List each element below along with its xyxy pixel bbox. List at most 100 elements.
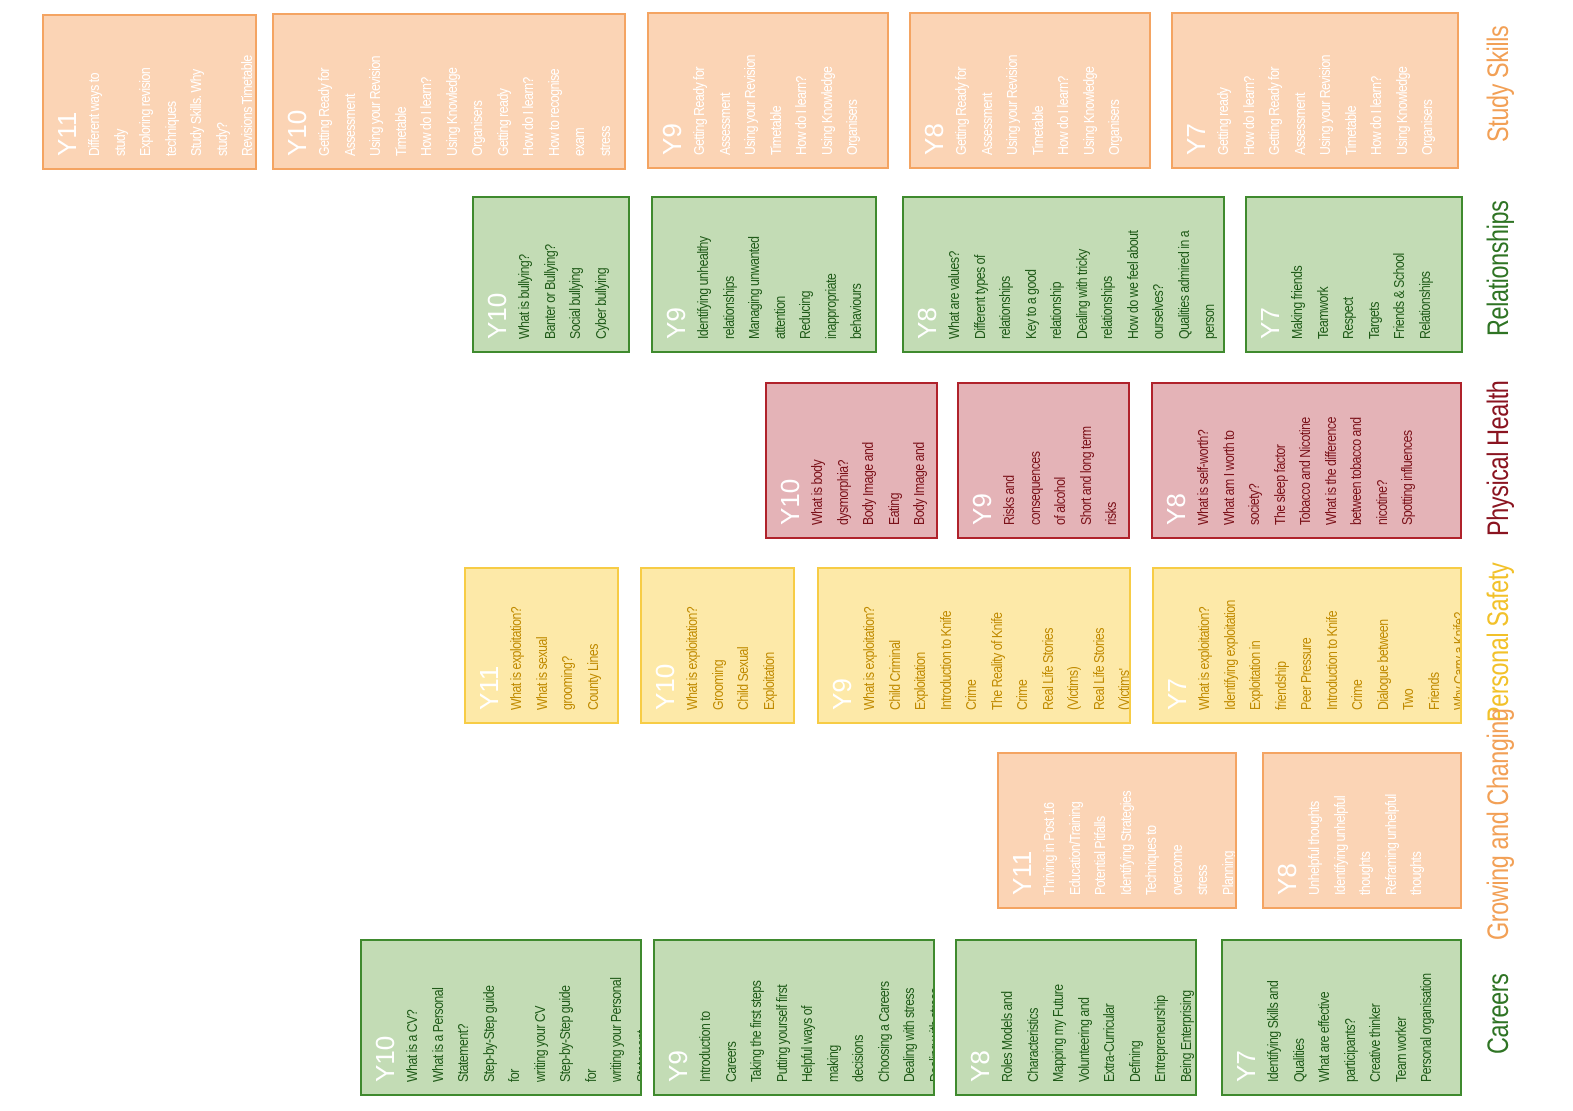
careers-heading: Careers	[1482, 973, 1515, 1054]
topic-item: Spotting influences	[1399, 430, 1416, 525]
topic-item: Dealing with exam stress	[622, 63, 626, 156]
study-skills-y8-card: Y8 Getting Ready for Assessment Using your…	[909, 12, 1151, 169]
topic-item: How do I learn?	[1240, 76, 1258, 155]
topic-item: How do I learn?	[520, 77, 537, 156]
topic-item: What is bullying?	[516, 254, 533, 339]
topic-item: Defining Entrepreneurship	[1126, 995, 1170, 1082]
topic-item: How do I learn?	[1055, 76, 1072, 155]
topic-item: Child Sexual Exploitation	[735, 646, 778, 710]
topic-item: Body Image and Eating	[860, 442, 903, 525]
topic-item: Step-by-Step guide for writing your CV	[480, 985, 549, 1082]
year-label: Y9	[661, 307, 691, 339]
topic-item: Using your Revision Timetable	[1004, 54, 1047, 155]
personal-safety-y10-card: Y10 What is exploitation? Grooming Child Se…	[640, 567, 795, 724]
relationships-y10-card: Y10 What is bullying? Banter or Bullying? S…	[472, 196, 630, 353]
topic-item: Friends & School Relationships	[1391, 253, 1434, 339]
topic-item: Using your Revision Timetable	[742, 54, 785, 155]
topic-item: Exploring revision techniques	[137, 67, 180, 156]
topic-item: Personal organisation	[1418, 973, 1435, 1082]
topic-item: Qualities admired in a person	[1175, 230, 1219, 339]
topic-item: Using Knowledge Organisers	[443, 67, 487, 156]
topic-item: What is exploitation?	[861, 606, 878, 710]
year-label: Y8	[1161, 493, 1191, 525]
topic-item: How do I learn?	[1368, 76, 1385, 155]
topic-item: Peer Pressure	[1298, 637, 1315, 710]
physical-health-y8-card: Y8 What is self-worth? What am I worth to …	[1151, 382, 1462, 539]
topic-item: What is exploitation?	[684, 606, 701, 710]
topic-list: What is exploitation? Child Criminal Expl…	[857, 575, 1129, 710]
personal-safety-y9-card: Y9 What is exploitation? Child Criminal Ex…	[817, 567, 1131, 724]
topic-item: Dealing with tricky relationships	[1073, 249, 1117, 339]
topic-item: What are effective participants?	[1316, 991, 1359, 1082]
growing-changing-y11-card: Y11 Thriving in Post 16 Education/Trainin…	[997, 752, 1237, 909]
topic-list: Getting Ready for Assessment Using your R…	[949, 20, 1128, 155]
topic-list: Thriving in Post 16 Education/Training Po…	[1037, 760, 1237, 895]
topic-item: Dialogue between Two Friends	[1374, 619, 1443, 710]
topic-item: What is sexual grooming?	[533, 636, 577, 710]
topic-list: Unhelpful thoughts Identifying unhelpful …	[1302, 760, 1430, 895]
topic-list: What is body dysmorphia? Body Image and E…	[805, 390, 936, 525]
year-label: Y10	[370, 1035, 400, 1082]
physical-health-heading: Physical Health	[1482, 380, 1515, 536]
study-skills-y9-card: Y9 Getting Ready for Assessment Using your…	[647, 12, 889, 169]
year-label: Y7	[1181, 123, 1211, 155]
personal-safety-y7-card: Y7 What is exploitation? Identifying explo…	[1152, 567, 1462, 724]
growing-changing-y8-card: Y8 Unhelpful thoughts Identifying unhelpfu…	[1262, 752, 1462, 909]
careers-y9-card: Y9 Introduction to Careers Taking the firs…	[653, 939, 935, 1096]
topic-item: How do I learn?	[418, 77, 435, 156]
topic-item: Getting Ready for Assessment	[691, 66, 734, 155]
growing-changing-heading: Growing and Changing	[1482, 708, 1515, 940]
topic-item: Body Image and Eating – Getting Help	[911, 442, 928, 525]
year-label: Y7	[1162, 678, 1192, 710]
topic-list: What is exploitation? Identifying exploit…	[1192, 575, 1462, 710]
topic-item: Managing unwanted attention	[746, 236, 789, 339]
topic-item: Study Skills. Why study?	[188, 69, 231, 156]
topic-item: Getting Ready for Assessment	[1266, 66, 1309, 155]
topic-list: Introduction to Careers Taking the first …	[693, 947, 935, 1082]
topic-item: Getting Ready for Assessment	[953, 66, 996, 155]
topic-item: Making friends	[1289, 265, 1306, 339]
topic-list: What is bullying? Banter or Bullying? Soci…	[512, 204, 614, 339]
physical-health-y9-card: Y9 Risks and consequences of alcohol Short…	[957, 382, 1130, 539]
topic-item: Reframing unhelpful thoughts	[1382, 794, 1426, 895]
topic-list: What is exploitation? What is sexual groo…	[504, 575, 606, 710]
study-skills-y10-card: Y10 Getting Ready for Assessment Using you…	[272, 13, 626, 170]
topic-item: Dealing with stress	[901, 988, 918, 1082]
topic-item: Creative thinker	[1367, 1003, 1384, 1082]
topic-list: Making friends Teamwork Respect Targets Frie…	[1285, 204, 1438, 339]
topic-item: What is the difference between tobacco a…	[1322, 417, 1391, 525]
topic-item: Key to a good relationship	[1022, 269, 1066, 339]
year-label: Y8	[965, 1050, 995, 1082]
topic-item: Using Knowledge Organisers	[1393, 66, 1437, 155]
study-skills-y11-card: Y11 Different ways to study Exploring revi…	[42, 14, 257, 170]
year-label: Y8	[1272, 863, 1302, 895]
topic-item: Teamwork	[1314, 286, 1332, 339]
topic-item: What is a CV?	[404, 1009, 421, 1082]
topic-item: Choosing a Careers	[875, 981, 893, 1082]
topic-item: Planning	[1219, 851, 1237, 895]
topic-item: Real Life Stories (Victims)	[1039, 628, 1083, 710]
year-label: Y11	[1007, 850, 1037, 895]
personal-safety-y11-card: Y11 What is exploitation? What is sexual g…	[464, 567, 619, 724]
topic-item: How do I learn?	[793, 76, 810, 155]
year-label: Y8	[912, 307, 942, 339]
topic-item: Different ways to study	[86, 72, 129, 156]
topic-item: Dealing with stress when change happens	[926, 988, 935, 1082]
topic-item: Being Enterprising	[1177, 990, 1195, 1082]
topic-item: Child Criminal Exploitation	[886, 640, 930, 710]
topic-item: Why Carry a Knife?	[1451, 612, 1462, 710]
topic-item: Getting ready	[1215, 87, 1232, 155]
year-label: Y8	[919, 123, 949, 155]
topic-list: What is self-worth? What am I worth to so…	[1191, 390, 1421, 525]
topic-item: Introduction to Knife Crime	[937, 610, 981, 710]
topic-item: Targets	[1365, 302, 1383, 339]
year-label: Y11	[474, 665, 504, 710]
year-label: Y9	[827, 678, 857, 710]
topic-item: Getting Ready for Assessment	[316, 67, 359, 156]
year-label: Y9	[657, 123, 687, 155]
topic-item: Techniques to overcome stress	[1143, 825, 1211, 895]
topic-list: Identifying Skills and Qualities What are…	[1261, 947, 1440, 1082]
year-label: Y11	[52, 111, 82, 156]
topic-list: Risks and consequences of alcohol Short a…	[997, 390, 1128, 525]
topic-list: Different ways to study Exploring revisio…	[82, 22, 255, 156]
